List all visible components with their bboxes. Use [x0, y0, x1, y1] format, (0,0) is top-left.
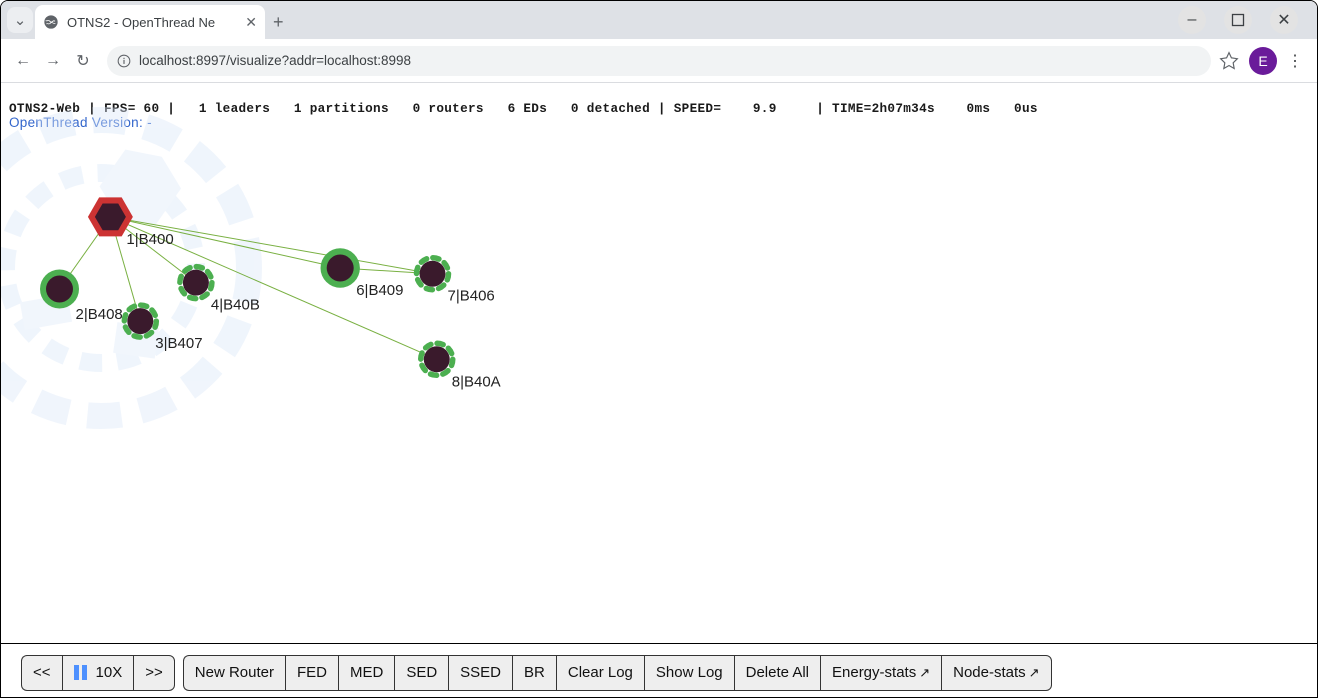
- svg-text:8|B40A: 8|B40A: [452, 373, 501, 390]
- svg-text:2|B408: 2|B408: [76, 306, 123, 323]
- svg-text:3|B407: 3|B407: [155, 335, 202, 352]
- svg-text:1|B400: 1|B400: [126, 231, 173, 248]
- svg-text:6|B409: 6|B409: [356, 282, 403, 299]
- svg-text:7|B406: 7|B406: [448, 288, 495, 305]
- svg-text:4|B40B: 4|B40B: [211, 297, 260, 314]
